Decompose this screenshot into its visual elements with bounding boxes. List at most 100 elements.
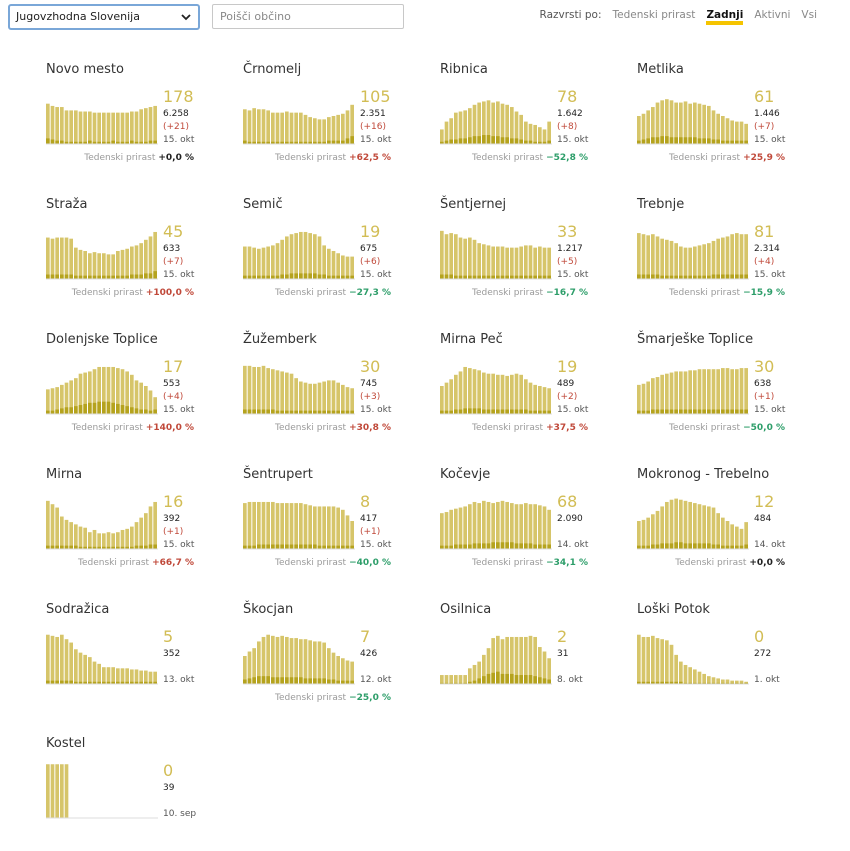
new-cases-bar bbox=[721, 409, 725, 414]
weekly-growth-value: +66,7 % bbox=[152, 558, 194, 568]
active-bar bbox=[125, 528, 129, 549]
new-cases-bar bbox=[674, 409, 678, 414]
new-cases-bar bbox=[69, 274, 73, 279]
municipality-card[interactable]: Kostel 0 39 10. sep bbox=[46, 736, 206, 851]
active-bar bbox=[693, 102, 697, 144]
active-cases: 30 bbox=[754, 357, 775, 376]
municipality-card[interactable]: Mirna Peč 19 489 (+2) 15. okt Tedenski priras… bbox=[440, 332, 600, 447]
municipality-card[interactable]: Loški Potok 0 272 1. okt bbox=[637, 602, 797, 717]
new-cases-bar bbox=[510, 409, 514, 414]
active-bar bbox=[271, 369, 275, 414]
active-bar bbox=[655, 510, 660, 549]
active-bar bbox=[294, 503, 298, 549]
municipality-card[interactable]: Semič 19 675 (+6) 15. okt Tedenski prirast −27… bbox=[243, 197, 403, 312]
active-bar bbox=[336, 507, 340, 549]
active-bar bbox=[116, 112, 120, 144]
active-bar bbox=[486, 501, 491, 549]
municipality-card[interactable]: Šentjernej 33 1.217 (+5) 15. okt Tedenski pri… bbox=[440, 197, 600, 312]
active-bar bbox=[257, 248, 261, 279]
total-cases: 2.090 bbox=[557, 514, 583, 524]
active-bar bbox=[60, 384, 64, 414]
new-cases-bar bbox=[46, 545, 50, 549]
new-cases-bar bbox=[669, 543, 674, 549]
total-cases: 484 bbox=[754, 514, 772, 524]
municipality-name: Kostel bbox=[46, 736, 86, 751]
active-bar bbox=[64, 639, 69, 684]
last-update-date: 14. okt bbox=[557, 540, 589, 550]
municipality-card[interactable]: Žužemberk 30 745 (+3) 15. okt Tedenski priras… bbox=[243, 332, 403, 447]
total-cases: 1.446 bbox=[754, 109, 780, 119]
sort-option-all[interactable]: Vsi bbox=[801, 9, 817, 21]
new-cases-bar bbox=[735, 274, 739, 279]
municipality-card[interactable]: Dolenjske Toplice 17 553 (+4) 15. okt Tedensk… bbox=[46, 332, 206, 447]
active-bar bbox=[542, 506, 547, 549]
active-bar bbox=[528, 123, 533, 144]
active-bar bbox=[655, 236, 660, 279]
weekly-growth-value: −16,7 % bbox=[546, 288, 588, 298]
new-cases-bar bbox=[69, 141, 73, 144]
new-cases-bar bbox=[510, 542, 514, 549]
active-bar bbox=[528, 504, 533, 549]
new-cases-bar bbox=[102, 401, 106, 414]
municipality-card[interactable]: Škocjan 7 426 12. okt Tedenski prirast −25,0 … bbox=[243, 602, 403, 717]
active-bar bbox=[458, 371, 463, 414]
new-cases-bar bbox=[106, 546, 111, 549]
municipality-card[interactable]: Ribnica 78 1.642 (+8) 15. okt Tedenski priras… bbox=[440, 62, 600, 177]
active-bar bbox=[308, 117, 312, 144]
municipality-card[interactable]: Črnomelj 105 2.351 (+16) 15. okt Tedenski pri… bbox=[243, 62, 403, 177]
active-bar bbox=[102, 253, 106, 279]
municipality-name: Semič bbox=[243, 197, 283, 212]
municipality-card[interactable]: Straža 45 633 (+7) 15. okt Tedenski prirast +1… bbox=[46, 197, 206, 312]
sort-option-latest[interactable]: Zadnji bbox=[706, 9, 744, 25]
active-bar bbox=[505, 104, 509, 144]
new-cases-bar bbox=[289, 273, 294, 279]
new-cases-bar bbox=[148, 410, 153, 414]
search-input[interactable] bbox=[212, 4, 404, 29]
weekly-growth-label: Tedenski prirast bbox=[84, 153, 156, 163]
sort-option-weekly-growth[interactable]: Tedenski prirast bbox=[612, 9, 696, 21]
active-bar bbox=[64, 519, 69, 549]
municipality-card[interactable]: Mirna 16 392 (+1) 15. okt Tedenski prirast +66… bbox=[46, 467, 206, 582]
municipality-card[interactable]: Novo mesto 178 6.258 (+21) 15. okt Tedenski p… bbox=[46, 62, 206, 177]
active-bar bbox=[533, 636, 537, 684]
municipality-card[interactable]: Sodražica 5 352 13. okt bbox=[46, 602, 206, 717]
daily-delta: (+8) bbox=[557, 122, 578, 132]
municipality-card[interactable]: Osilnica 2 31 8. okt bbox=[440, 602, 600, 717]
sparkline-chart bbox=[243, 104, 355, 145]
new-cases-bar bbox=[308, 273, 312, 279]
active-bar bbox=[449, 675, 453, 684]
active-cases: 8 bbox=[360, 492, 371, 511]
municipality-card[interactable]: Šentrupert 8 417 (+1) 15. okt Tedenski priras… bbox=[243, 467, 403, 582]
last-update-date: 15. okt bbox=[360, 540, 392, 550]
municipality-name: Straža bbox=[46, 197, 88, 212]
last-update-date: 15. okt bbox=[163, 540, 195, 550]
active-bar bbox=[111, 366, 115, 414]
region-select[interactable]: Jugovzhodna Slovenija bbox=[8, 4, 200, 30]
new-cases-bar bbox=[243, 545, 247, 549]
new-cases-bar bbox=[350, 680, 354, 684]
active-bar bbox=[641, 636, 646, 684]
active-bar bbox=[327, 248, 331, 279]
new-cases-bar bbox=[266, 544, 270, 549]
new-cases-bar bbox=[688, 682, 692, 684]
new-cases-bar bbox=[533, 544, 537, 549]
active-bar bbox=[280, 503, 284, 549]
new-cases-bar bbox=[130, 274, 134, 279]
daily-delta: (+1) bbox=[163, 527, 184, 537]
active-bar bbox=[303, 639, 308, 684]
municipality-card[interactable]: Šmarješke Toplice 30 638 (+1) 15. okt Tedensk… bbox=[637, 332, 797, 447]
active-bar bbox=[148, 236, 153, 279]
weekly-growth-label: Tedenski prirast bbox=[275, 423, 347, 433]
municipality-card[interactable]: Metlika 61 1.446 (+7) 15. okt Tedenski priras… bbox=[637, 62, 797, 177]
active-bar bbox=[92, 369, 97, 414]
active-bar bbox=[533, 384, 537, 414]
municipality-card[interactable]: Mokronog - Trebelno 12 484 14. okt Tedenski … bbox=[637, 467, 797, 582]
active-bar bbox=[247, 651, 252, 684]
active-bar bbox=[463, 366, 467, 414]
municipality-card[interactable]: Trebnje 81 2.314 (+4) 15. okt Tedenski priras… bbox=[637, 197, 797, 312]
active-bar bbox=[472, 369, 477, 414]
sort-option-active[interactable]: Aktivni bbox=[754, 9, 791, 21]
toolbar: Jugovzhodna Slovenija Razvrsti po: Teden… bbox=[0, 0, 850, 40]
municipality-card[interactable]: Kočevje 68 2.090 14. okt Tedenski prirast −34… bbox=[440, 467, 600, 582]
new-cases-bar bbox=[252, 141, 256, 144]
